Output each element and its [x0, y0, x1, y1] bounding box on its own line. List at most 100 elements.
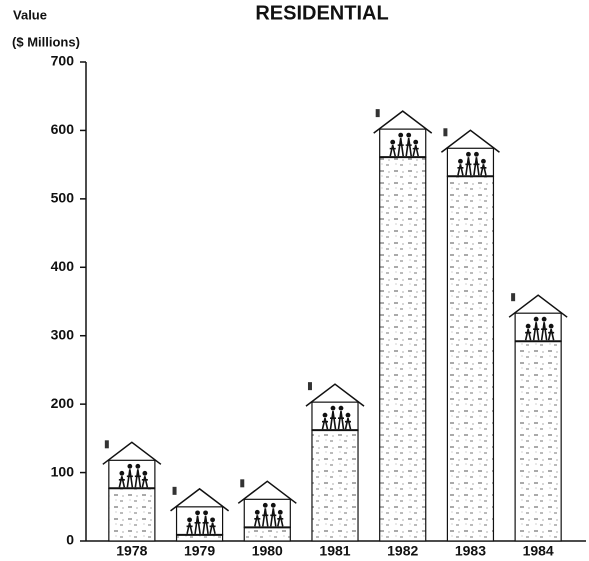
- figure-head: [398, 132, 404, 138]
- figure-body: [524, 329, 532, 341]
- roof: [102, 441, 162, 465]
- figure-head: [203, 510, 208, 516]
- chimney: [375, 109, 380, 118]
- figure-body: [389, 144, 396, 157]
- figure-head: [548, 323, 554, 329]
- figure-head: [345, 412, 351, 418]
- figure-body: [321, 417, 329, 430]
- figure-head: [481, 158, 486, 164]
- figure-head: [135, 463, 141, 469]
- chimney: [104, 440, 109, 449]
- figure-body: [269, 508, 277, 527]
- house-decoration: [170, 486, 230, 536]
- figure-head: [533, 316, 539, 322]
- figure-head: [458, 158, 463, 164]
- x-tick-label: 1981: [319, 543, 350, 559]
- figure-body: [397, 138, 405, 157]
- y-tick-label: 200: [51, 395, 75, 411]
- house-decoration: [305, 382, 365, 432]
- figure-body: [547, 329, 555, 341]
- figure-body: [337, 411, 345, 430]
- figure-body: [194, 515, 201, 534]
- figure-body: [209, 522, 216, 535]
- figure-head: [466, 151, 471, 157]
- house-decoration: [440, 128, 500, 178]
- figure-body: [186, 522, 193, 535]
- figure-head: [195, 510, 200, 516]
- figure-head: [390, 139, 396, 145]
- figure-body: [473, 157, 480, 176]
- y-axis-label: ($ Millions): [12, 34, 80, 49]
- figure-body: [261, 508, 269, 527]
- bar: [311, 429, 359, 542]
- y-tick-label: 100: [51, 463, 75, 479]
- figure-body: [457, 164, 464, 176]
- x-tick-label: 1984: [523, 543, 554, 559]
- y-tick-label: 300: [51, 326, 75, 342]
- figure-body: [329, 411, 337, 430]
- house-decoration: [102, 440, 162, 490]
- figure-head: [277, 509, 283, 515]
- bar: [108, 487, 156, 542]
- x-tick-label: 1980: [252, 543, 283, 559]
- chimney: [240, 479, 245, 488]
- y-axis-label: Value: [13, 7, 47, 22]
- roof: [170, 487, 230, 512]
- figure-head: [525, 323, 531, 329]
- figure-body: [412, 144, 419, 157]
- roof: [305, 383, 365, 407]
- figure-body: [277, 515, 284, 527]
- figure-body: [126, 469, 134, 488]
- figure-head: [474, 151, 479, 157]
- figure-body: [202, 515, 209, 534]
- roof: [508, 294, 568, 318]
- figure-head: [413, 139, 419, 145]
- bar: [514, 340, 562, 542]
- figure-body: [254, 515, 261, 527]
- chimney: [307, 382, 312, 391]
- chimney: [443, 128, 448, 137]
- figure-body: [118, 476, 126, 488]
- figure-body: [465, 157, 472, 176]
- house-decoration: [373, 109, 433, 159]
- figure-head: [127, 463, 133, 469]
- roof: [237, 480, 297, 504]
- figure-head: [210, 517, 215, 523]
- figure-head: [119, 470, 125, 476]
- house-decoration: [508, 293, 568, 343]
- figure-head: [270, 502, 276, 508]
- figure-head: [541, 316, 547, 322]
- roof: [440, 129, 500, 153]
- figure-head: [187, 517, 192, 523]
- figure-body: [540, 322, 548, 341]
- y-tick-label: 600: [51, 121, 75, 137]
- figure-body: [480, 164, 487, 176]
- roof: [373, 110, 433, 134]
- figure-body: [344, 417, 352, 430]
- bar: [243, 526, 291, 542]
- y-tick-label: 400: [51, 258, 75, 274]
- chart-title: RESIDENTIAL: [255, 2, 388, 24]
- x-tick-label: 1983: [455, 543, 486, 559]
- chimney: [172, 486, 177, 495]
- figure-head: [406, 132, 412, 138]
- bar: [379, 156, 427, 542]
- figure-head: [142, 470, 148, 476]
- bar: [446, 175, 495, 542]
- x-tick-label: 1979: [184, 543, 215, 559]
- figure-body: [134, 469, 142, 488]
- house-decoration: [237, 479, 297, 529]
- figure-head: [262, 502, 268, 508]
- figure-body: [141, 476, 149, 488]
- chimney: [511, 293, 516, 302]
- figure-head: [330, 405, 336, 411]
- y-tick-label: 700: [51, 53, 75, 69]
- y-tick-label: 500: [51, 190, 75, 206]
- x-tick-label: 1978: [116, 543, 147, 559]
- figure-head: [338, 405, 344, 411]
- figure-head: [254, 509, 260, 515]
- x-tick-label: 1982: [387, 543, 418, 559]
- y-tick-label: 0: [66, 532, 74, 548]
- figure-body: [405, 138, 413, 157]
